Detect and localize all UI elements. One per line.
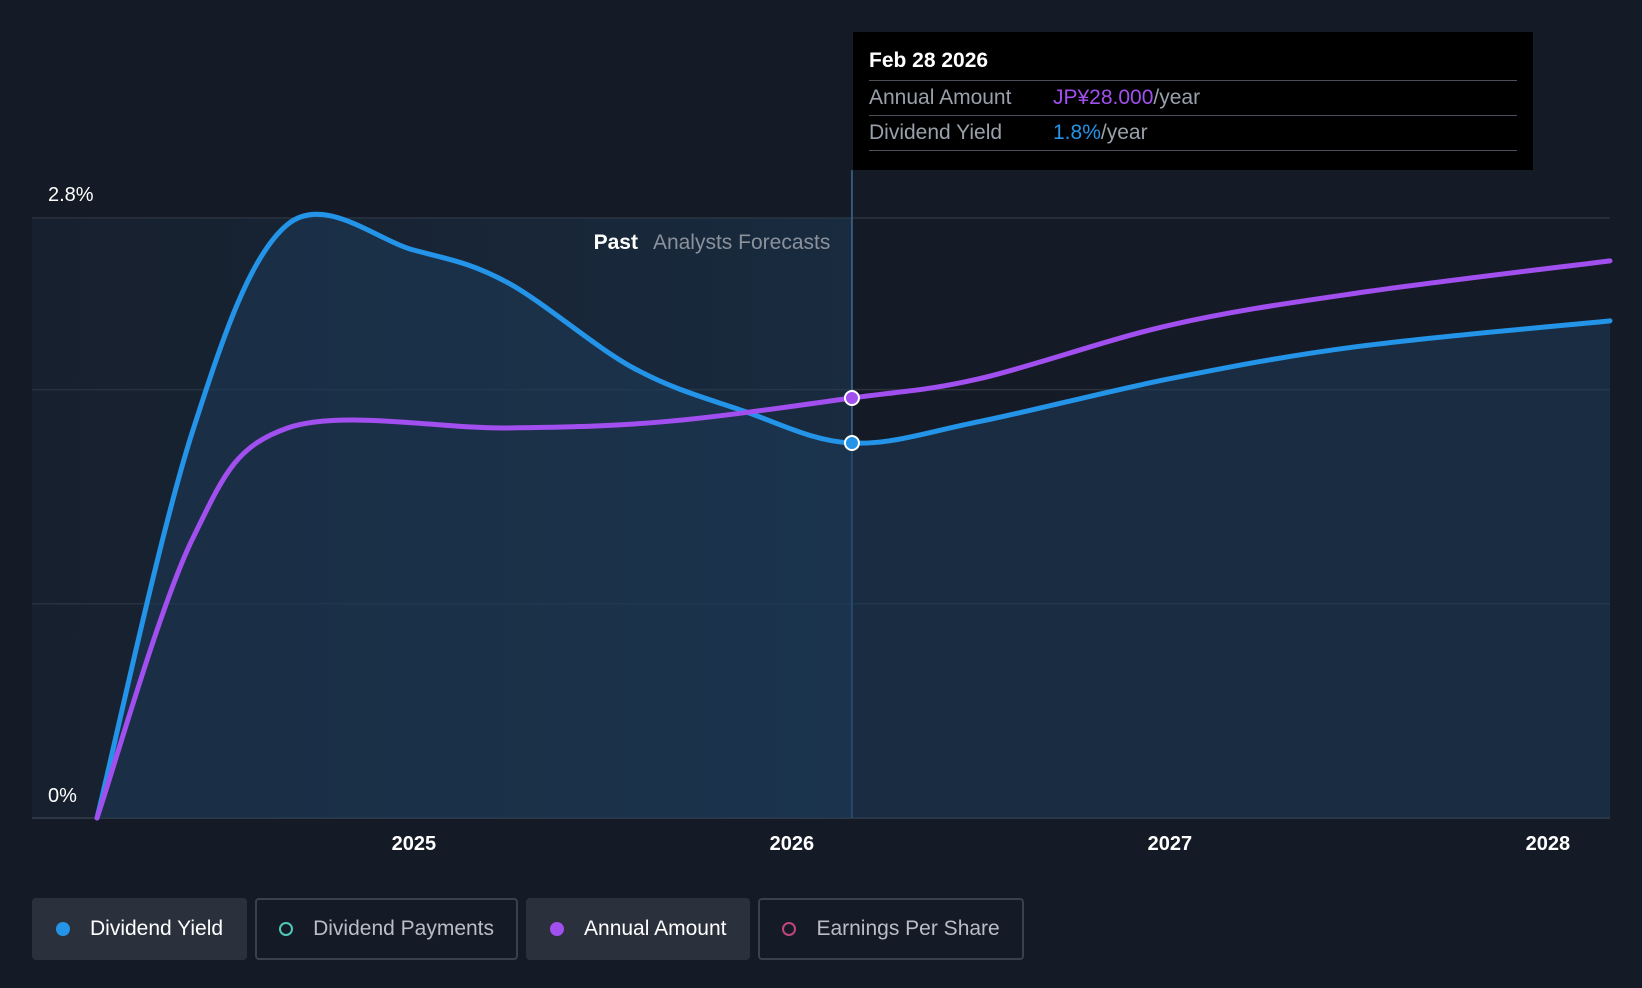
dividend-yield-area (97, 214, 1610, 818)
dividend-yield-dot-icon (56, 922, 70, 936)
y-axis-top-label: 2.8% (48, 184, 94, 206)
legend-label: Dividend Yield (90, 917, 224, 940)
dividend-payments-ring-icon (279, 922, 294, 936)
annual-amount-marker (843, 390, 860, 406)
past-label: Past (594, 231, 638, 254)
annual-amount-line (94, 258, 1613, 821)
tooltip-value: JP¥28.000 (1053, 86, 1154, 109)
markers (843, 390, 860, 451)
legend-label: Earnings Per Share (816, 917, 1000, 940)
x-tick-label: 2028 (1526, 833, 1571, 855)
legend-annual-amount-button[interactable]: Annual Amount (526, 898, 751, 960)
area-fills (97, 214, 1610, 818)
tooltip: Feb 28 2026 Annual Amount JP¥28.000 /yea… (853, 32, 1533, 170)
legend-dividend-payments-button[interactable]: Dividend Payments (255, 898, 519, 960)
y-axis-bottom-label: 0% (48, 785, 77, 807)
x-tick-label: 2027 (1148, 833, 1193, 855)
tooltip-unit: /year (1153, 86, 1201, 109)
tooltip-row-dividend-yield: Dividend Yield 1.8% /year (869, 116, 1517, 151)
x-tick-label: 2025 (392, 833, 437, 855)
legend-dividend-yield-button[interactable]: Dividend Yield (32, 898, 248, 960)
analysts-forecasts-label: Analysts Forecasts (653, 231, 830, 254)
legend-earnings-per-share-button[interactable]: Earnings Per Share (758, 898, 1024, 960)
legend-label: Dividend Payments (313, 917, 495, 940)
tooltip-row-annual-amount: Annual Amount JP¥28.000 /year (869, 81, 1517, 116)
tooltip-label: Annual Amount (869, 86, 1012, 109)
dividend-yield-line (94, 211, 1613, 821)
tooltip-unit: /year (1100, 121, 1148, 144)
axis-labels: 2.8% 0% 2025 2026 2027 2028 Past Analysts Forec… (48, 184, 1570, 855)
x-tick-label: 2026 (770, 833, 815, 855)
tooltip-label: Dividend Yield (869, 121, 1003, 144)
tooltip-value: 1.8% (1053, 121, 1101, 144)
series-lines (94, 211, 1613, 821)
annual-amount-dot-icon (550, 922, 565, 936)
tooltip-date: Feb 28 2026 (869, 46, 1517, 81)
earnings-per-share-ring-icon (782, 922, 797, 936)
legend-label: Annual Amount (584, 917, 727, 940)
dividend-yield-marker (843, 435, 860, 451)
legend: Dividend Yield Dividend Payments Annual … (32, 898, 1024, 960)
